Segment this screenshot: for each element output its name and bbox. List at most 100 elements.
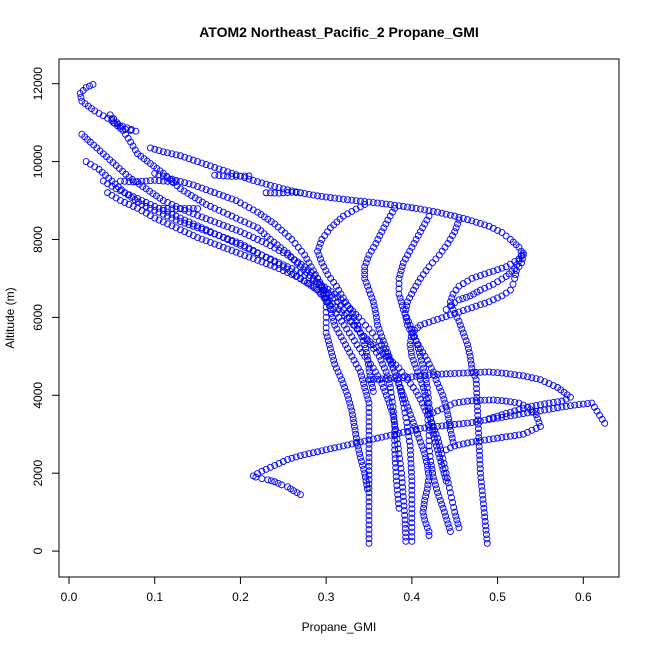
data-point [365, 431, 373, 439]
data-point [356, 329, 364, 337]
data-point [412, 425, 420, 433]
data-point [398, 263, 406, 271]
data-point [472, 418, 480, 426]
data-point [379, 384, 387, 391]
data-point [365, 286, 373, 294]
data-point [433, 485, 440, 493]
data-point [336, 372, 344, 380]
data-point [404, 403, 412, 411]
data-point [366, 290, 374, 298]
data-point [464, 345, 472, 352]
data-point [385, 399, 393, 407]
data-point [425, 532, 433, 539]
data-point [464, 341, 472, 349]
data-point [395, 429, 403, 437]
data-point [474, 407, 482, 415]
data-point [339, 380, 347, 388]
data-point [151, 202, 159, 210]
data-point [494, 369, 502, 377]
data-point [151, 206, 159, 214]
data-point [176, 214, 184, 222]
data-point [322, 329, 330, 337]
data-point [262, 180, 270, 188]
data-point [151, 176, 159, 184]
data-point [528, 426, 536, 434]
data-point [532, 424, 540, 432]
data-point [342, 387, 350, 395]
data-point [185, 221, 193, 229]
data-point [232, 226, 240, 234]
data-point [318, 259, 326, 267]
data-point [425, 437, 433, 445]
data-point [442, 422, 450, 429]
data-point [206, 162, 214, 170]
data-point [365, 462, 373, 470]
data-point [415, 434, 423, 442]
data-point [262, 260, 270, 267]
data-point [475, 447, 483, 455]
data-point [331, 321, 339, 329]
data-point [284, 189, 292, 197]
data-point [301, 190, 309, 197]
data-point [423, 216, 431, 224]
data-point [451, 228, 459, 236]
data-point [228, 225, 236, 232]
data-point [450, 503, 458, 511]
data-point [515, 406, 523, 414]
data-point [110, 119, 118, 127]
data-point [431, 481, 439, 489]
data-point [401, 525, 409, 532]
data-point [435, 251, 443, 259]
data-point [446, 528, 454, 536]
data-point [415, 348, 423, 356]
data-point [279, 267, 287, 275]
data-point [245, 220, 253, 228]
data-point [129, 178, 137, 186]
data-point [481, 416, 489, 424]
data-point [459, 215, 467, 222]
data-point [181, 219, 189, 227]
data-point [346, 306, 354, 314]
data-point [369, 199, 377, 207]
data-point [288, 188, 296, 196]
data-point [532, 411, 540, 419]
data-point [502, 232, 510, 240]
data-point [249, 255, 257, 263]
data-point [194, 222, 202, 230]
data-point [189, 222, 197, 230]
data-point [164, 205, 172, 213]
data-point [459, 369, 467, 377]
data-point [474, 425, 482, 433]
data-point [393, 486, 401, 494]
data-point [408, 373, 416, 381]
data-point [386, 356, 394, 364]
data-point [185, 230, 193, 238]
data-point [416, 438, 424, 446]
data-point [362, 348, 370, 356]
data-point [185, 155, 193, 163]
data-point [465, 348, 473, 356]
data-point [519, 430, 527, 438]
data-point [399, 428, 407, 436]
data-point [425, 528, 433, 536]
data-point [416, 274, 424, 282]
data-point [275, 265, 283, 273]
data-point [477, 474, 485, 482]
data-point [414, 391, 422, 399]
data-point [131, 146, 139, 154]
data-point [461, 333, 469, 341]
data-point [361, 384, 369, 391]
data-point [456, 321, 464, 329]
data-point [498, 411, 506, 419]
data-point [446, 236, 454, 243]
x-tick-label: 0.3 [318, 590, 335, 604]
data-point [206, 228, 214, 236]
data-point [419, 224, 427, 232]
data-point [408, 514, 416, 522]
data-point [176, 218, 184, 226]
data-point [476, 451, 484, 459]
data-point [345, 395, 353, 403]
data-point [349, 415, 357, 423]
data-point [391, 450, 399, 458]
data-point [356, 454, 364, 462]
